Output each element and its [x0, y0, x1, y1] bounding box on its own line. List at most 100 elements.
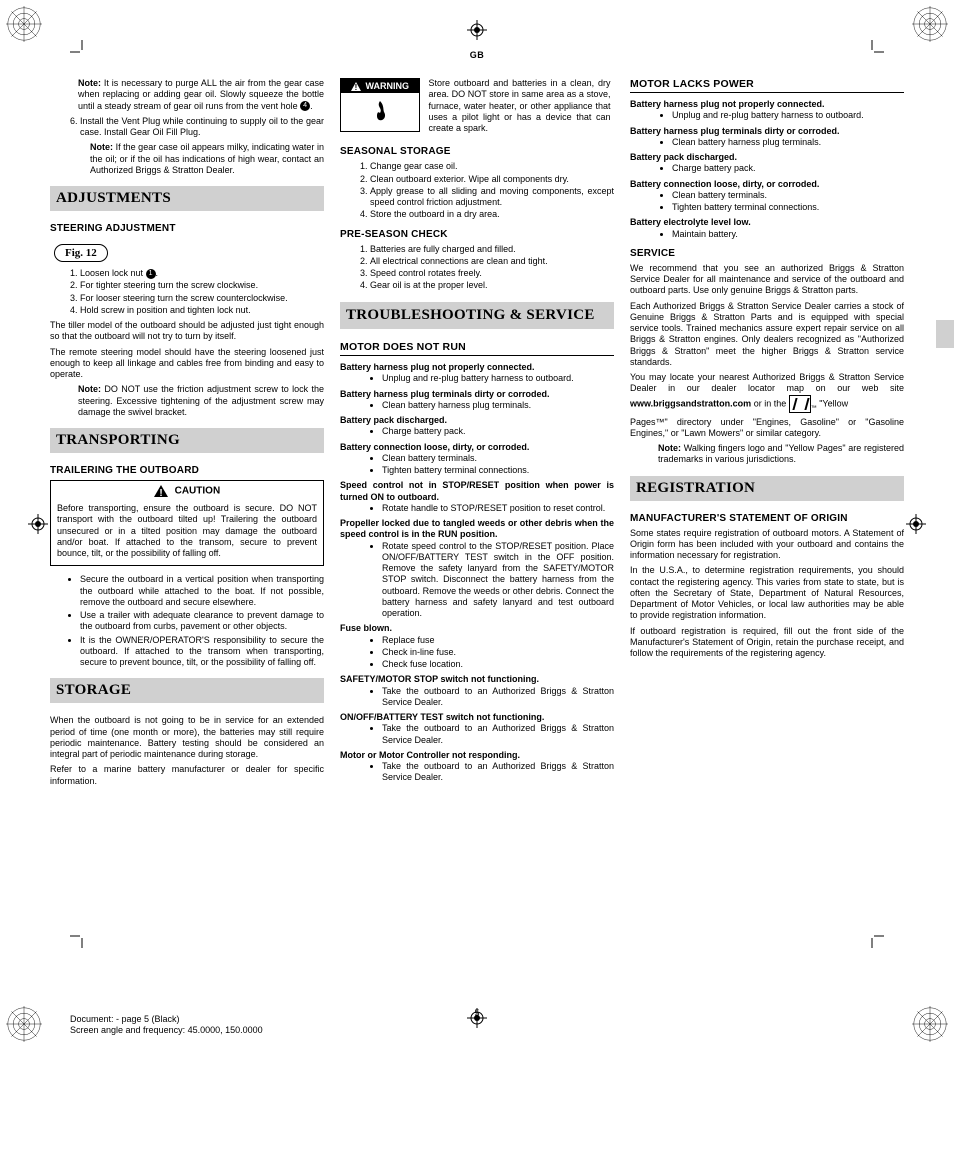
list-item: Loosen lock nut 1. [80, 268, 324, 279]
list-item: Secure the outboard in a vertical positi… [80, 574, 324, 608]
paragraph: Pages™" directory under "Engines, Gasoli… [630, 417, 904, 440]
warning-header: ! WARNING [341, 79, 419, 93]
ref-circle-icon: 1 [146, 269, 156, 279]
note-text: Note: It is necessary to purge ALL the a… [78, 78, 324, 112]
fire-icon [341, 93, 419, 131]
figure-badge: Fig. 12 [54, 244, 108, 262]
trouble-item: Motor or Motor Controller not responding… [340, 750, 614, 761]
list-item: Speed control rotates freely. [370, 268, 614, 279]
warning-triangle-icon: ! [351, 82, 361, 91]
bullet-list: Charge battery pack. [382, 426, 614, 437]
paragraph: The tiller model of the outboard should … [50, 320, 324, 343]
note-label: Note: [78, 384, 101, 394]
sub-heading: SERVICE [630, 248, 904, 259]
list-item: Charge battery pack. [382, 426, 614, 437]
list-item: Rotate handle to STOP/RESET position to … [382, 503, 614, 514]
column-3: MOTOR LACKS POWER Battery harness plug n… [630, 78, 904, 659]
list-item: Tighten battery terminal connections. [382, 465, 614, 476]
paragraph: In the U.S.A., to determine registration… [630, 565, 904, 621]
bullet-list: Clean battery harness plug terminals. [672, 137, 904, 148]
warning-text: Store outboard and batteries in a clean,… [429, 78, 611, 134]
section-heading: TROUBLESHOOTING & SERVICE [340, 302, 614, 330]
note-label: Note: [90, 142, 113, 152]
numbered-list: Install the Vent Plug while continuing t… [80, 116, 324, 139]
note-text: Note: If the gear case oil appears milky… [90, 142, 324, 176]
note-body: Walking fingers logo and "Yellow Pages" … [658, 443, 904, 464]
numbered-list: Batteries are fully charged and filled. … [370, 244, 614, 292]
bullet-list: Rotate handle to STOP/RESET position to … [382, 503, 614, 514]
header-region: GB [50, 50, 904, 60]
bullet-list: Take the outboard to an Authorized Brigg… [382, 723, 614, 746]
warning-triangle-icon: ! [154, 485, 168, 497]
trouble-item: Battery electrolyte level low. [630, 217, 904, 228]
warning-label: WARNING [366, 81, 410, 91]
trouble-item: ON/OFF/BATTERY TEST switch not functioni… [340, 712, 614, 723]
paragraph: Each Authorized Briggs & Stratton Servic… [630, 301, 904, 369]
paragraph: Some states require registration of outb… [630, 528, 904, 562]
note-body: DO NOT use the friction adjustment screw… [78, 384, 324, 417]
list-item: Charge battery pack. [672, 163, 904, 174]
paragraph: If outboard registration is required, fi… [630, 626, 904, 660]
list-item: It is the OWNER/OPERATOR'S responsibilit… [80, 635, 324, 669]
paragraph: We recommend that you see an authorized … [630, 263, 904, 297]
trouble-item: Battery pack discharged. [630, 152, 904, 163]
sub-heading: MANUFACTURER'S STATEMENT OF ORIGIN [630, 513, 904, 524]
svg-text:!: ! [159, 488, 162, 497]
bullet-list: Clean battery harness plug terminals. [382, 400, 614, 411]
list-item: Maintain battery. [672, 229, 904, 240]
sub-heading-underlined: MOTOR LACKS POWER [630, 78, 904, 93]
footer-line: Screen angle and frequency: 45.0000, 150… [70, 1025, 263, 1036]
list-item: Unplug and re-plug battery harness to ou… [382, 373, 614, 384]
list-item: Apply grease to all sliding and moving c… [370, 186, 614, 209]
trouble-item: Fuse blown. [340, 623, 614, 634]
list-item: Replace fuse [382, 635, 614, 646]
list-item: Change gear case oil. [370, 161, 614, 172]
column-2: ! WARNING Store outboard and batteries i… [340, 78, 614, 784]
warning-block: ! WARNING Store outboard and batteries i… [340, 78, 614, 134]
list-item: Install the Vent Plug while continuing t… [80, 116, 324, 139]
paragraph: You may locate your nearest Authorized B… [630, 372, 904, 413]
sub-heading: STEERING ADJUSTMENT [50, 223, 324, 234]
sub-heading-underlined: MOTOR DOES NOT RUN [340, 341, 614, 356]
caution-header: ! CAUTION [51, 481, 323, 499]
list-item: Batteries are fully charged and filled. [370, 244, 614, 255]
caution-body: Before transporting, ensure the outboard… [51, 499, 323, 565]
numbered-list: Loosen lock nut 1. For tighter steering … [80, 268, 324, 316]
trouble-item: Speed control not in STOP/RESET position… [340, 480, 614, 503]
footer-line: Document: - page 5 (Black) [70, 1014, 263, 1025]
list-item: Clean battery harness plug terminals. [672, 137, 904, 148]
list-item: Clean battery terminals. [672, 190, 904, 201]
note-body: It is necessary to purge ALL the air fro… [78, 78, 324, 111]
footer-metadata: Document: - page 5 (Black) Screen angle … [70, 1014, 263, 1036]
column-layout: Note: It is necessary to purge ALL the a… [50, 78, 904, 998]
list-item: For looser steering turn the screw count… [80, 293, 324, 304]
list-item: Use a trailer with adequate clearance to… [80, 610, 324, 633]
section-heading: STORAGE [50, 678, 324, 703]
bullet-list: Unplug and re-plug battery harness to ou… [382, 373, 614, 384]
sub-heading: PRE-SEASON CHECK [340, 229, 614, 240]
numbered-list: Change gear case oil. Clean outboard ext… [370, 161, 614, 220]
paragraph: When the outboard is not going to be in … [50, 715, 324, 760]
sub-heading: TRAILERING THE OUTBOARD [50, 465, 324, 476]
list-item: Check fuse location. [382, 659, 614, 670]
bullet-list: Clean battery terminals.Tighten battery … [382, 453, 614, 477]
ref-circle-icon: 4 [300, 101, 310, 111]
list-item: Store the outboard in a dry area. [370, 209, 614, 220]
column-1: Note: It is necessary to purge ALL the a… [50, 78, 324, 787]
sub-heading: SEASONAL STORAGE [340, 146, 614, 157]
trouble-item: SAFETY/MOTOR STOP switch not functioning… [340, 674, 614, 685]
list-item: For tighter steering turn the screw cloc… [80, 280, 324, 291]
trouble-item: Battery harness plug not properly connec… [340, 362, 614, 373]
page-content: GB Note: It is necessary to purge ALL th… [0, 0, 954, 1048]
trouble-item: Battery harness plug terminals dirty or … [630, 126, 904, 137]
caution-label: CAUTION [175, 486, 221, 497]
url-text: www.briggsandstratton.com [630, 398, 751, 408]
note-label: Note: [658, 443, 681, 453]
paragraph: The remote steering model should have th… [50, 347, 324, 381]
bullet-list: Take the outboard to an Authorized Brigg… [382, 686, 614, 709]
list-item: Take the outboard to an Authorized Brigg… [382, 723, 614, 746]
list-item: Gear oil is at the proper level. [370, 280, 614, 291]
bullet-list: Rotate speed control to the STOP/RESET p… [382, 541, 614, 620]
list-item: All electrical connections are clean and… [370, 256, 614, 267]
bullet-list: Take the outboard to an Authorized Brigg… [382, 761, 614, 784]
